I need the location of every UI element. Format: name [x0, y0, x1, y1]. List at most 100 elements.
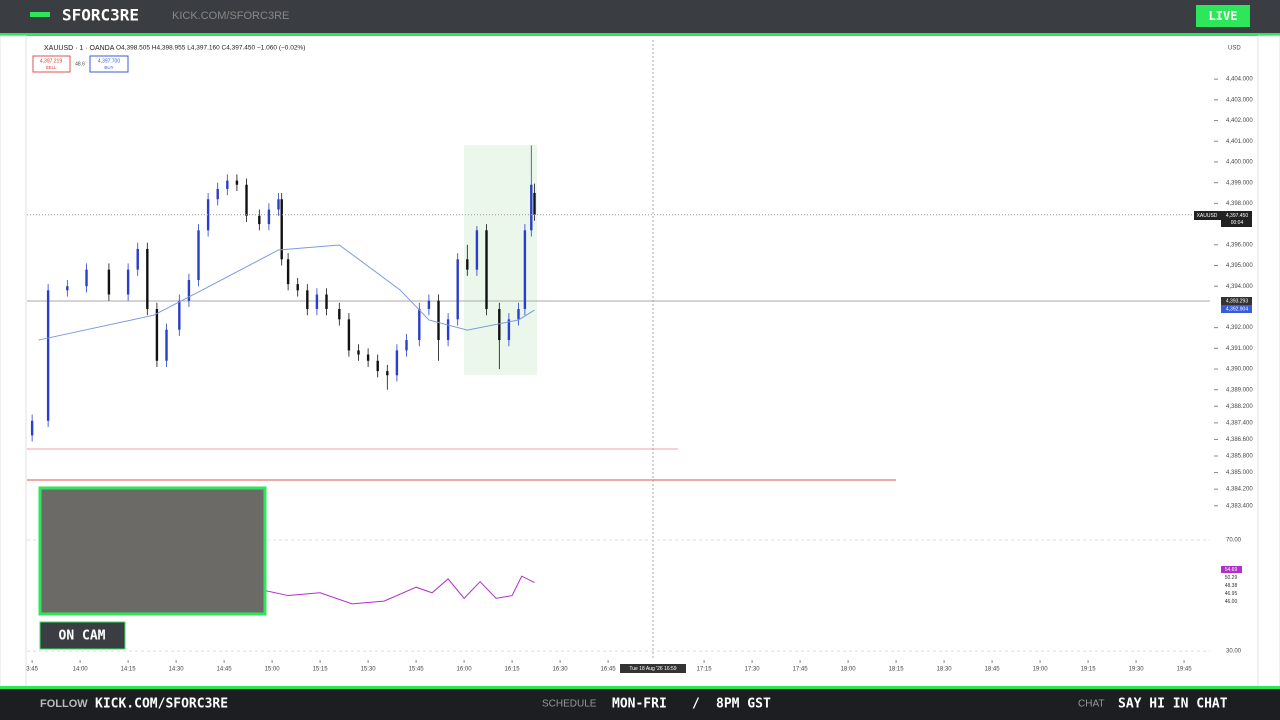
say-hi: SAY HI IN CHAT	[1118, 697, 1228, 712]
x-tick-label: 18:15	[889, 667, 905, 673]
x-tick-label: 15:45	[409, 667, 425, 673]
rsi-tick-label: 30.00	[1226, 649, 1242, 655]
x-tick-label: 16:15	[505, 667, 521, 673]
y-tick-label: 4,400.000	[1226, 160, 1253, 166]
currency: USD	[1228, 46, 1241, 52]
candle-body	[216, 188, 219, 200]
candle-body	[235, 180, 239, 185]
candle-body	[523, 230, 527, 309]
candle-body	[296, 284, 299, 291]
candle-body	[30, 420, 34, 436]
candle-body	[165, 329, 168, 361]
y-tick-label: 4,404.000	[1226, 77, 1253, 83]
y-tick-label: 4,392.000	[1226, 325, 1253, 331]
candle-body	[395, 350, 399, 376]
candle-body	[206, 199, 210, 231]
candle-body	[533, 192, 536, 215]
moving-average	[38, 244, 535, 341]
spread: 48.6	[75, 61, 85, 67]
rsi-tag: 48.38	[1225, 583, 1238, 589]
candle-body	[475, 230, 479, 270]
y-tick-label: 4,395.000	[1226, 263, 1253, 269]
candle-body	[357, 350, 360, 355]
symbol-title: XAUUSD · 1 · OANDA	[44, 45, 115, 52]
y-tick-label: 4,383.400	[1226, 503, 1253, 509]
crosshair-time-bg	[620, 664, 686, 673]
candle-body	[126, 269, 130, 295]
x-tick-label: 19:45	[1177, 667, 1193, 673]
x-tick-label: 16:30	[553, 667, 569, 673]
y-tick-label: 4,391.000	[1226, 346, 1253, 352]
y-tick-label: 4,384.200	[1226, 487, 1253, 493]
rsi-tag-bg	[1221, 574, 1242, 581]
ohlc: O4,398.505 H4,398.955 L4,397.160 C4,397.…	[116, 45, 305, 52]
candle-body	[245, 184, 248, 216]
candle-body	[366, 354, 370, 361]
x-tick-label: 17:30	[745, 667, 761, 673]
x-tick-label: 14:30	[169, 667, 185, 673]
on-cam: ON CAM	[59, 629, 106, 644]
y-tick-label: 4,386.600	[1226, 437, 1253, 443]
logo	[30, 12, 50, 17]
channel: SFORC3RE	[62, 6, 139, 25]
countdown: 00:04	[1231, 220, 1244, 226]
y-tick-label: 4,388.200	[1226, 404, 1253, 410]
x-tick-label: 16:45	[601, 667, 617, 673]
rsi-tag: 46.00	[1225, 599, 1238, 605]
x-tick-label: 18:30	[937, 667, 953, 673]
candle-body	[85, 269, 88, 287]
last-price-bg	[1221, 211, 1252, 227]
x-tick-label: 16:00	[457, 667, 473, 673]
left-toolbar	[0, 35, 27, 689]
x-tick-label: 15:00	[265, 667, 281, 673]
candle-body	[405, 340, 408, 351]
sell-button[interactable]	[32, 55, 71, 73]
candle-body	[306, 290, 309, 309]
bottom-bar	[0, 689, 1280, 720]
live: LIVE	[1209, 9, 1238, 23]
buy-button[interactable]	[89, 55, 129, 73]
y-tick-label: 4,402.000	[1226, 118, 1253, 124]
sell-label: SELL	[45, 65, 57, 70]
follow: FOLLOW	[40, 698, 88, 710]
candle-body	[446, 319, 450, 341]
buy-price: 4,397.700	[98, 58, 120, 64]
top-bar	[0, 0, 1280, 35]
x-tick-label: 3:45	[26, 667, 38, 673]
crosshair-time: Tue 18 Aug '26 16:59	[629, 666, 676, 672]
y-tick-label: 4,403.000	[1226, 97, 1253, 103]
ma-price-bg	[1221, 305, 1252, 313]
candle-body	[136, 248, 139, 270]
rsi-line	[262, 575, 535, 605]
webcam	[38, 486, 267, 616]
slash: /	[692, 697, 700, 712]
symbol-tag: XAUUSD	[1197, 213, 1218, 219]
x-tick-label: 17:15	[697, 667, 713, 673]
candle-body	[530, 184, 533, 231]
kick-url: KICK.COM/SFORC3RE	[95, 697, 228, 712]
candle-body	[456, 259, 459, 320]
x-tick-label: 15:15	[313, 667, 329, 673]
rsi-tag-bg	[1221, 582, 1242, 589]
bottom-line	[0, 686, 1280, 689]
y-tick-label: 4,390.000	[1226, 367, 1253, 373]
y-tick-label: 4,396.000	[1226, 242, 1253, 248]
candle-body	[338, 308, 341, 320]
crosshair-price-bg	[1221, 297, 1252, 305]
candle-body	[155, 308, 159, 361]
sell-price: 4,397.219	[40, 58, 62, 64]
candle-body	[427, 300, 431, 309]
y-tick-label: 4,401.000	[1226, 139, 1253, 145]
candle-body	[485, 230, 488, 309]
y-tick-label: 4,385.000	[1226, 470, 1253, 476]
x-tick-label: 17:45	[793, 667, 809, 673]
right-toolbar	[1257, 35, 1280, 689]
candle-body	[325, 294, 328, 309]
buy-label: BUY	[104, 65, 113, 70]
candle-body	[267, 209, 271, 225]
x-tick-label: 18:00	[841, 667, 857, 673]
rsi-tag: 46.95	[1225, 591, 1238, 597]
schedule: SCHEDULE	[542, 699, 597, 710]
